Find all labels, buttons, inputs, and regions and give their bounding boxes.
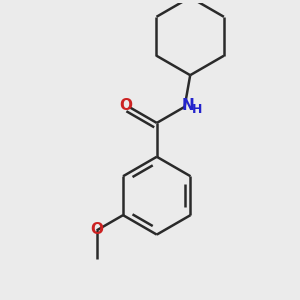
Text: O: O [120,98,133,113]
Text: N: N [182,98,194,113]
Text: H: H [192,103,202,116]
Text: O: O [90,222,103,237]
